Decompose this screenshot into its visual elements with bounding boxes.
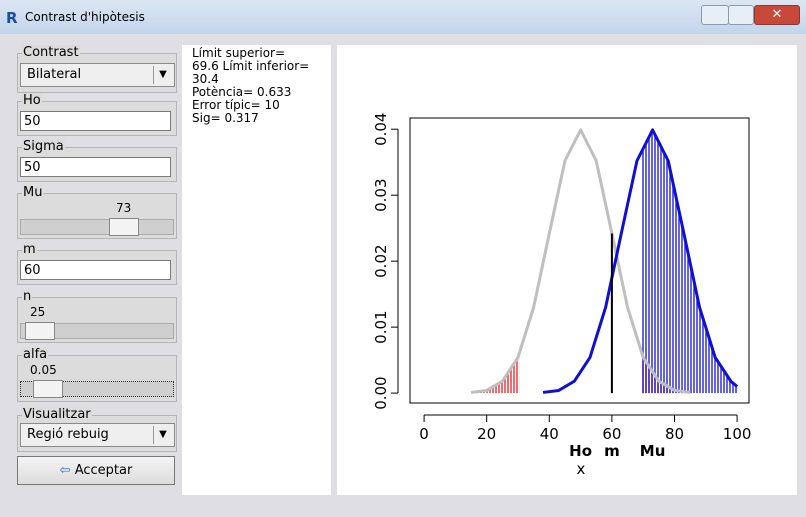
info-line: Potència= 0.633 <box>192 85 292 99</box>
dropdown-value: Bilateral <box>27 67 82 82</box>
app-icon: R <box>6 9 18 27</box>
text-input[interactable]: 60 <box>20 260 171 280</box>
slider-thumb[interactable] <box>25 322 55 340</box>
slider-value: 73 <box>116 201 132 215</box>
dropdown-arrow: ▼ <box>153 426 172 444</box>
label: m <box>22 242 37 257</box>
m-group: m 60 <box>17 242 177 285</box>
label: Contrast <box>22 45 80 60</box>
dropdown-arrow: ▼ <box>153 66 172 84</box>
info-line: Error típic= 10 <box>192 98 280 112</box>
marker-label: Ho <box>569 442 592 460</box>
title-bar: R Contrast d'hipòtesis ✕ <box>0 0 806 34</box>
y-tick-label: 0.01 <box>372 310 390 343</box>
ho-group: Ho 50 <box>17 93 177 136</box>
dropdown[interactable]: Bilateral ▼ <box>20 63 175 87</box>
density-curve <box>470 128 691 394</box>
text-input[interactable]: 50 <box>20 157 171 177</box>
x-tick-label: 80 <box>665 425 684 443</box>
contrast-group: Contrast Bilateral ▼ <box>17 45 177 93</box>
info-line: 69.6 Límit inferior= <box>192 59 310 73</box>
slider[interactable] <box>20 322 174 340</box>
label: Mu <box>22 185 44 200</box>
sigma-group: Sigma 50 <box>17 139 177 182</box>
density-curve <box>542 128 739 394</box>
maximize-button[interactable] <box>728 5 754 25</box>
alfa-group: alfa 0.05 <box>17 347 177 402</box>
label: Visualitzar <box>22 407 92 422</box>
info-line: Sig= 0.317 <box>192 111 259 125</box>
slider[interactable] <box>20 218 174 236</box>
slider-thumb[interactable] <box>33 380 63 398</box>
slider-thumb[interactable] <box>109 218 139 236</box>
text-input[interactable]: 50 <box>20 111 171 131</box>
mu-group: Mu 73 <box>17 185 177 239</box>
slider-value: 25 <box>30 305 46 319</box>
accept-button[interactable]: ⇦ Acceptar <box>17 456 175 485</box>
dropdown[interactable]: Regió rebuig ▼ <box>20 423 175 447</box>
marker-label: Mu <box>640 442 666 460</box>
n-group: n 25 <box>17 289 177 343</box>
x-tick-label: 0 <box>419 425 429 443</box>
x-tick-label: 100 <box>723 425 752 443</box>
slider-value: 0.05 <box>30 363 57 377</box>
visualitzar-group: Visualitzar Regió rebuig ▼ <box>17 407 177 452</box>
y-tick-label: 0.02 <box>372 244 390 277</box>
x-axis-label: x <box>576 460 585 478</box>
y-tick-label: 0.00 <box>372 376 390 409</box>
x-tick-label: 40 <box>540 425 559 443</box>
x-tick-label: 20 <box>477 425 496 443</box>
y-tick-label: 0.03 <box>372 178 390 211</box>
label: alfa <box>22 347 49 362</box>
marker-label: m <box>604 442 620 460</box>
button-icon: ⇦ <box>59 463 75 478</box>
close-button[interactable]: ✕ <box>754 5 800 25</box>
info-line: 30.4 <box>192 72 219 86</box>
info-panel: Límit superior= 69.6 Límit inferior= 30.4 P… <box>182 45 331 495</box>
x-tick-label: 60 <box>602 425 621 443</box>
dropdown-value: Regió rebuig <box>27 427 109 442</box>
button-label: Acceptar <box>74 463 133 478</box>
slider[interactable] <box>20 380 174 398</box>
label: Sigma <box>22 139 65 154</box>
y-tick-label: 0.04 <box>372 113 390 146</box>
plot-panel <box>337 45 797 495</box>
label: Ho <box>22 93 42 108</box>
info-line: Límit superior= <box>192 46 286 60</box>
plot-box <box>409 117 750 404</box>
window-title: Contrast d'hipòtesis <box>25 10 145 24</box>
label: n <box>22 289 33 304</box>
